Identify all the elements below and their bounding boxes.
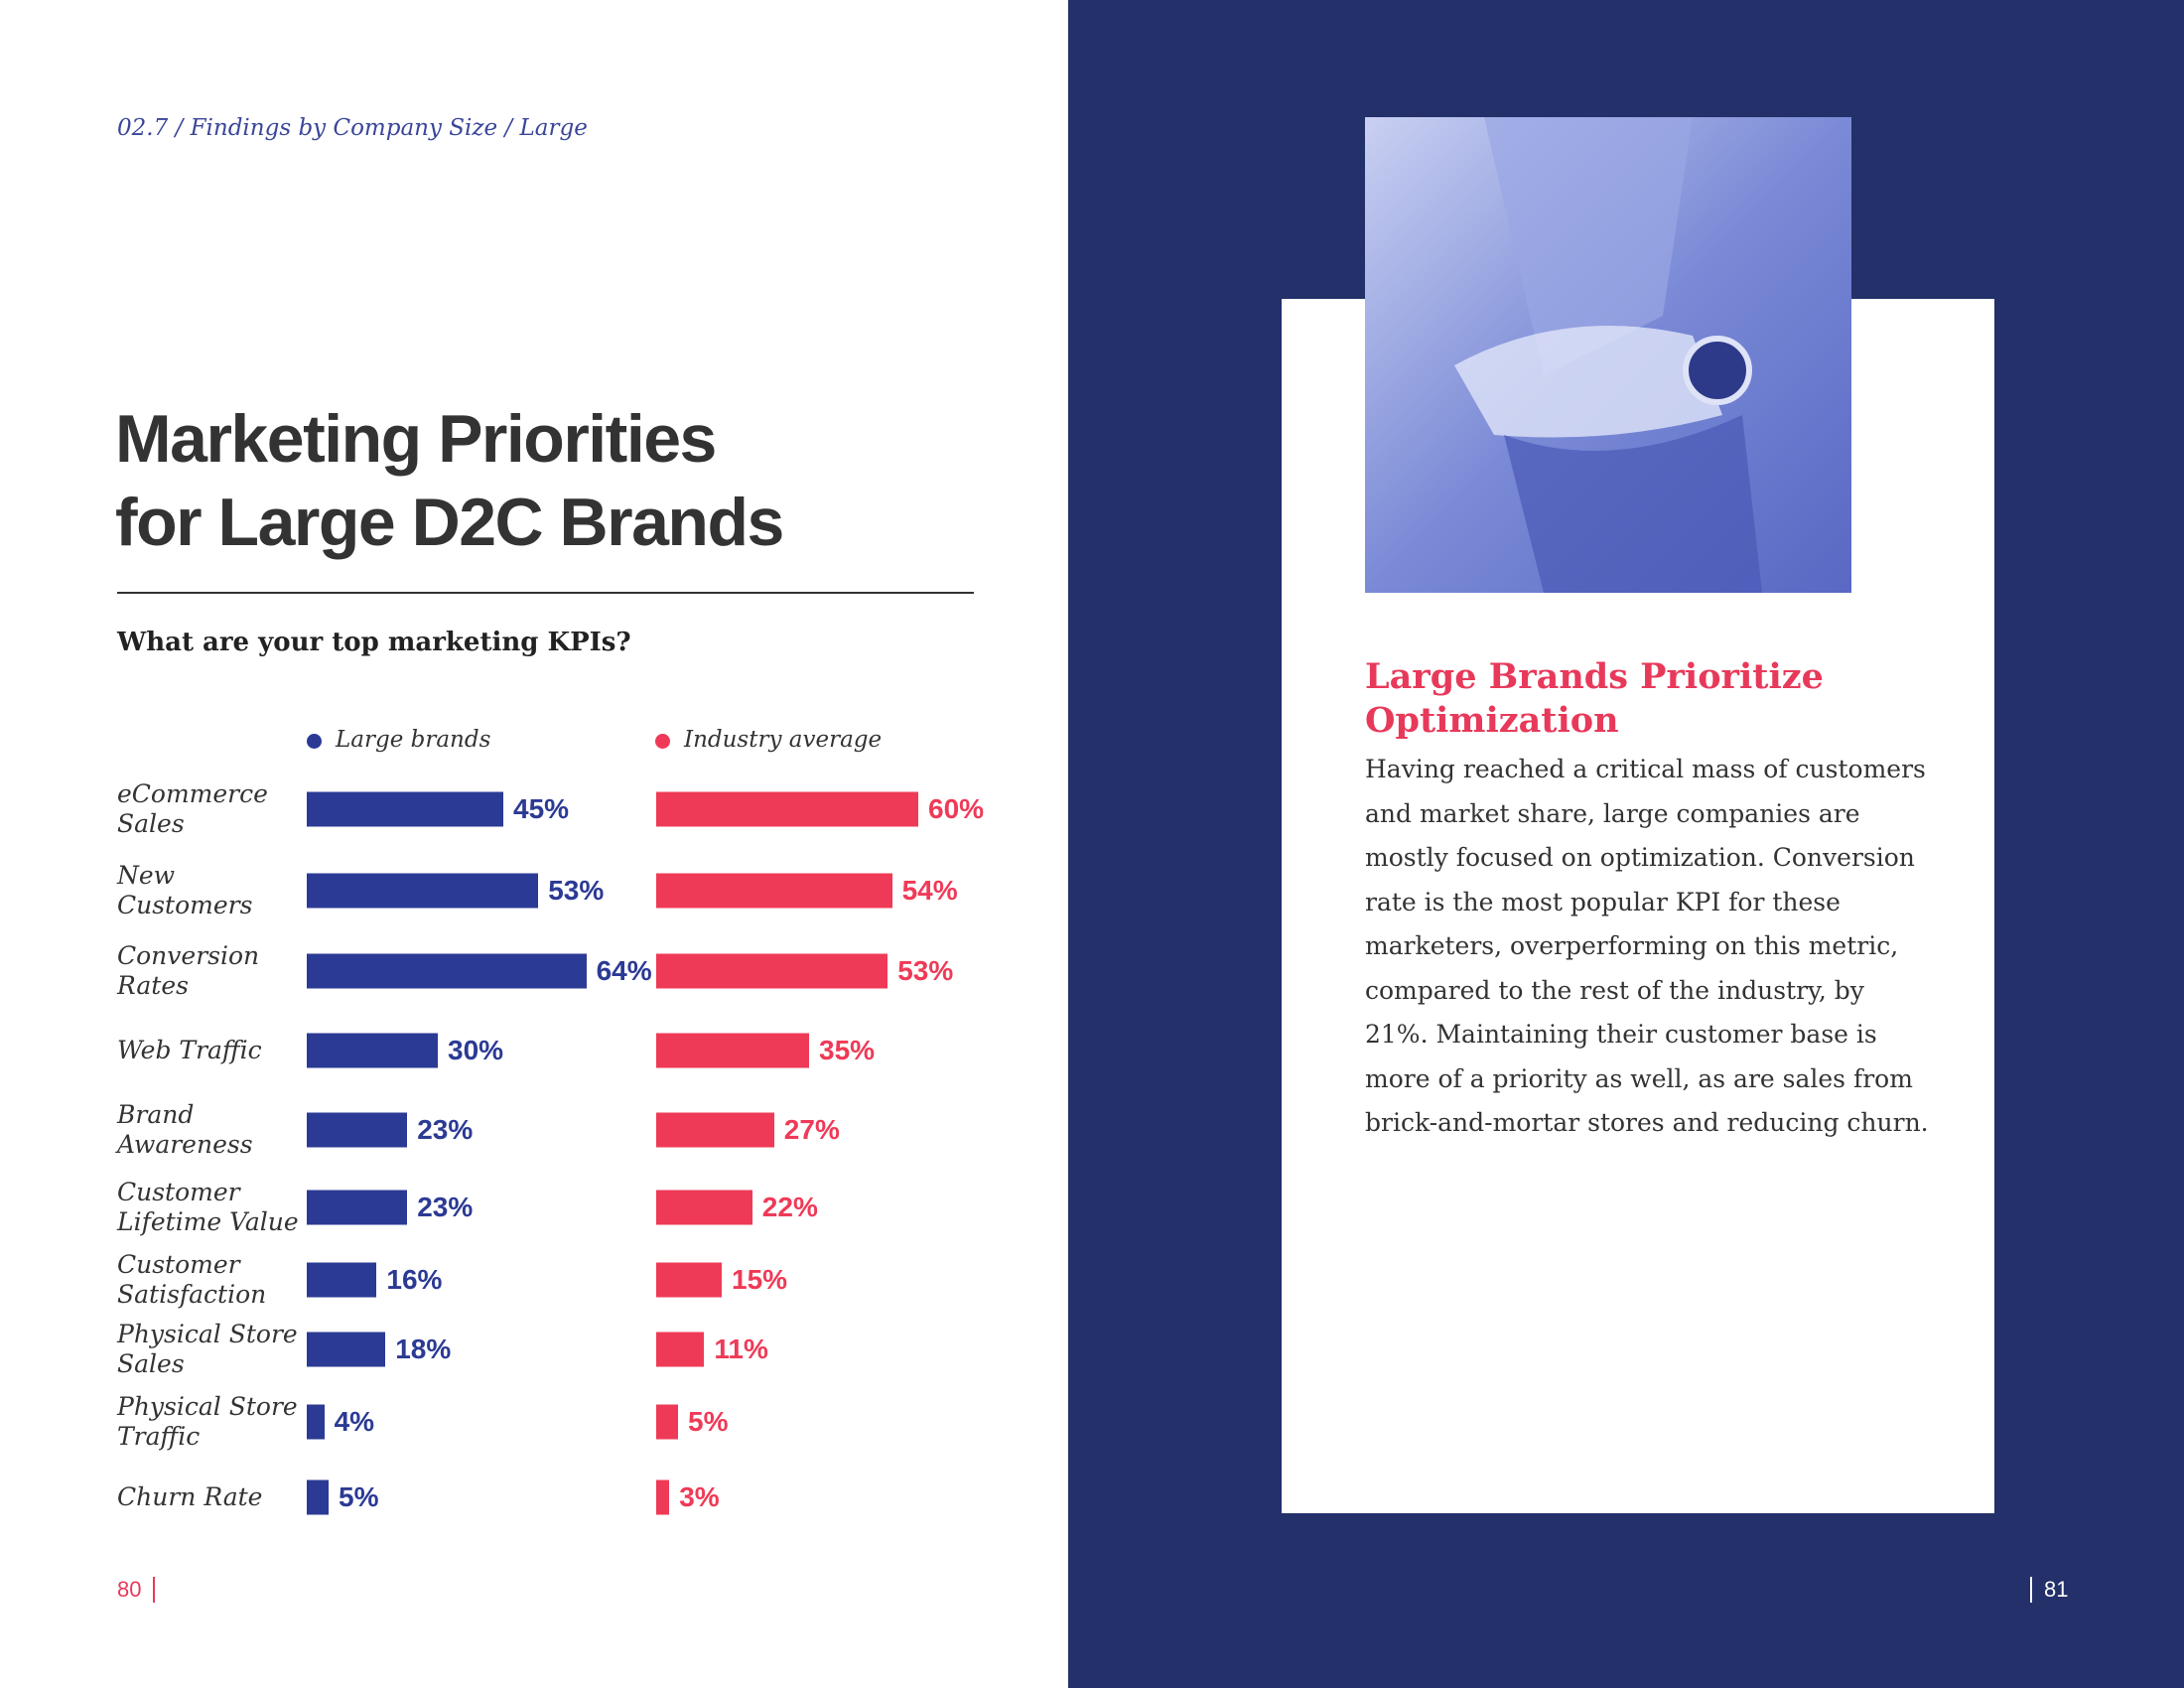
category-label: Brand Awareness [117,1100,253,1159]
value-label: 30% [448,1035,504,1065]
sidebar-heading: Large Brands Prioritize Optimization [1365,656,1824,741]
category-label: Physical Store Traffic [117,1392,298,1451]
category-label: Web Traffic [117,1036,262,1064]
value-label: 11% [714,1334,768,1364]
bar [656,1033,809,1068]
legend-item: Large brands [307,727,490,753]
legend-label: Industry average [684,727,883,753]
value-label: 53% [548,875,605,906]
bar [307,1262,377,1298]
bar [307,1112,408,1148]
divider [117,592,974,594]
value-label: 35% [819,1035,876,1065]
photo [1365,117,1851,593]
breadcrumb: 02.7 / Findings by Company Size / Large [117,115,588,141]
category-label: Physical Store Sales [117,1320,298,1378]
value-label: 5% [688,1406,729,1437]
value-label: 3% [679,1481,720,1512]
value-label: 16% [386,1264,443,1295]
value-label: 5% [339,1481,379,1512]
bar [656,1479,670,1515]
bar [307,1404,325,1440]
category-label: Customer Lifetime Value [117,1178,299,1236]
bar [656,873,892,909]
bar [307,1033,438,1068]
legend-dot [655,733,670,749]
legend-dot [307,733,322,749]
category-label: Churn Rate [117,1482,263,1511]
bar [307,1332,386,1367]
value-label: 53% [897,955,954,986]
bar [656,1190,752,1225]
title-line: for Large D2C Brands [115,485,784,560]
sidebar-body: Having reached a critical mass of custom… [1365,755,1929,1137]
value-label: 60% [928,793,985,824]
legend-label: Large brands [336,727,491,753]
page-number: 81 [2030,1577,2068,1603]
bar [307,791,503,827]
bar [656,791,918,827]
category-label: eCommerce Sales [117,779,268,838]
category-label: Customer Satisfaction [117,1250,267,1309]
value-label: 64% [596,955,652,986]
value-label: 23% [417,1114,474,1145]
page-title: Marketing Priorities for Large D2C Brand… [115,397,784,564]
bar [656,1332,705,1367]
bar [656,1404,678,1440]
value-label: 18% [395,1334,452,1364]
page-number: 80 [117,1577,156,1603]
category-label: Conversion Rates [117,941,260,1000]
bar [656,1112,774,1148]
value-label: 27% [783,1114,840,1145]
bar [307,873,539,909]
chart-question: What are your top marketing KPIs? [117,628,631,657]
value-label: 4% [334,1406,375,1437]
category-label: New Customers [117,861,253,919]
bar [656,1262,722,1298]
value-label: 23% [417,1192,474,1222]
value-label: 15% [732,1264,788,1295]
value-label: 54% [901,875,958,906]
title-line: Marketing Priorities [115,401,717,477]
value-label: 22% [761,1192,818,1222]
bar [656,953,888,989]
bar [307,953,587,989]
bar [307,1190,408,1225]
bar [307,1479,329,1515]
legend-item: Industry average [655,727,882,753]
value-label: 45% [513,793,570,824]
